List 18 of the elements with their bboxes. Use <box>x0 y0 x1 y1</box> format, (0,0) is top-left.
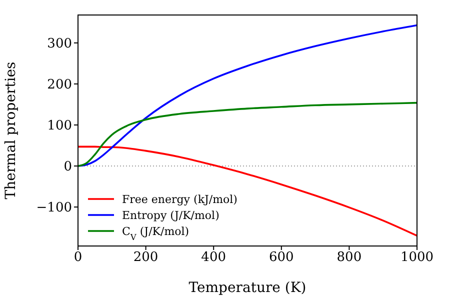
x-tick-label: 600 <box>268 250 294 266</box>
x-tick-label: 0 <box>74 250 82 266</box>
x-tick-label: 1000 <box>400 250 434 266</box>
y-tick-label: 300 <box>47 36 72 52</box>
y-tick-label: 200 <box>47 78 72 93</box>
legend-label: Entropy (J/K/mol) <box>122 209 220 222</box>
x-tick-label: 400 <box>201 250 226 266</box>
legend-label: C$_{V}$ (J/K/mol) <box>122 225 190 242</box>
legend-label: Free energy (kJ/mol) <box>122 193 238 206</box>
x-axis-title: Temperature (K) <box>188 280 306 296</box>
y-tick-label: 0 <box>64 160 72 175</box>
y-tick-label: 100 <box>47 118 72 134</box>
x-tick-label: 800 <box>336 250 362 266</box>
y-axis-title: Thermal properties <box>2 62 19 200</box>
x-tick-label: 200 <box>133 250 158 266</box>
line-series <box>78 102 417 167</box>
line-series <box>78 24 417 167</box>
y-tick-label: −100 <box>36 200 72 216</box>
